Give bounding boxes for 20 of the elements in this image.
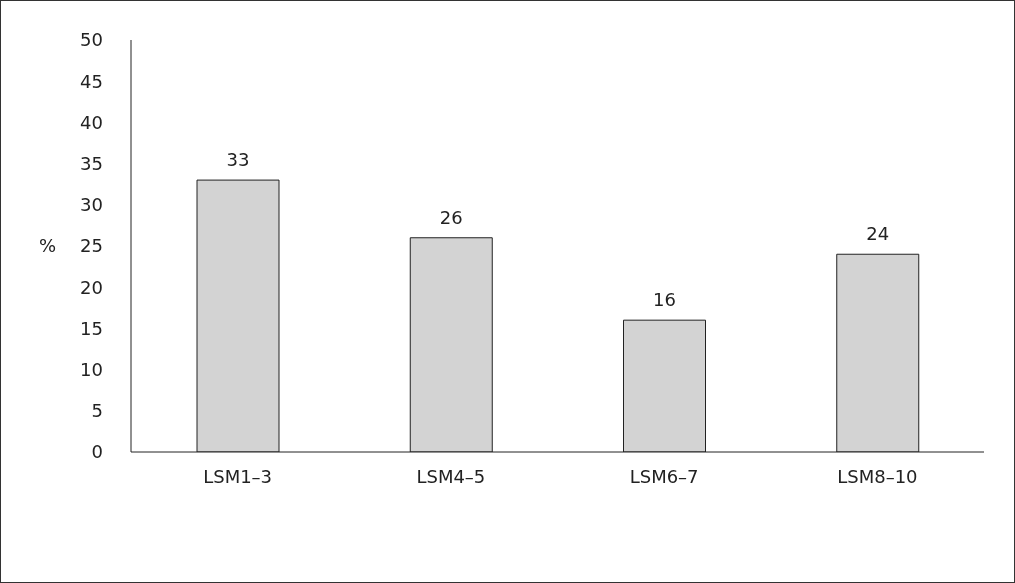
y-tick-label: 25 (80, 235, 103, 257)
data-label: 33 (226, 149, 250, 171)
data-label: 24 (866, 223, 890, 245)
y-tick-label: 0 (91, 441, 103, 463)
data-label: 16 (653, 289, 676, 311)
y-tick-label: 35 (80, 152, 103, 174)
y-tick-label: 45 (80, 70, 103, 92)
x-tick-label: LSM8–10 (837, 465, 918, 487)
y-tick-label: 20 (80, 276, 103, 298)
x-tick-label: LSM6–7 (629, 465, 699, 487)
data-label: 26 (439, 206, 463, 228)
y-tick-label: 50 (80, 29, 103, 51)
y-tick-label: 5 (91, 400, 103, 422)
y-tick-label: 30 (80, 194, 103, 216)
x-tick-label: LSM4–5 (416, 465, 486, 487)
x-tick-label: LSM1–3 (203, 465, 273, 487)
y-tick-label: 40 (80, 111, 103, 133)
y-tick-label: 10 (80, 358, 103, 380)
y-tick-label: 15 (80, 317, 103, 339)
y-axis-title: % (39, 235, 57, 257)
